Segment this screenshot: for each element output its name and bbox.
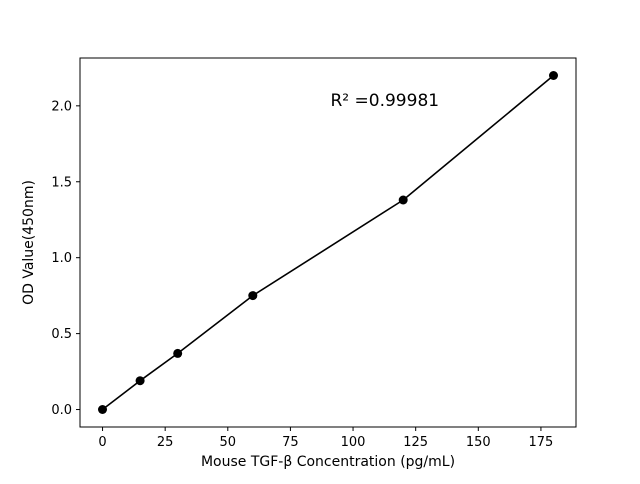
x-tick-label: 150: [466, 435, 491, 450]
data-point: [173, 348, 183, 358]
x-axis-label: Mouse TGF-β Concentration (pg/mL): [201, 454, 455, 470]
plot-area: [79, 57, 577, 428]
data-point: [98, 405, 107, 414]
data-point: [549, 71, 558, 80]
x-tick-label: 25: [157, 435, 174, 450]
r-squared-annotation: R² =0.99981: [331, 91, 440, 111]
x-tick-label: 100: [341, 435, 366, 450]
data-point: [135, 376, 145, 386]
x-tick-label: 175: [529, 435, 554, 450]
y-tick-label: 2.0: [51, 99, 72, 114]
x-tick-label: 50: [220, 435, 237, 450]
y-tick-label: 0.5: [51, 327, 72, 342]
x-tick-label: 75: [282, 435, 299, 450]
data-point: [248, 291, 258, 301]
y-tick-label: 0.0: [51, 403, 72, 418]
fit-line: [102, 74, 555, 411]
x-tick-label: 125: [403, 435, 428, 450]
y-tick-label: 1.0: [51, 251, 72, 266]
x-tick-label: 0: [98, 435, 106, 450]
y-axis-label: OD Value(450nm): [21, 180, 37, 305]
data-point: [398, 195, 408, 205]
y-tick-label: 1.5: [51, 175, 72, 190]
